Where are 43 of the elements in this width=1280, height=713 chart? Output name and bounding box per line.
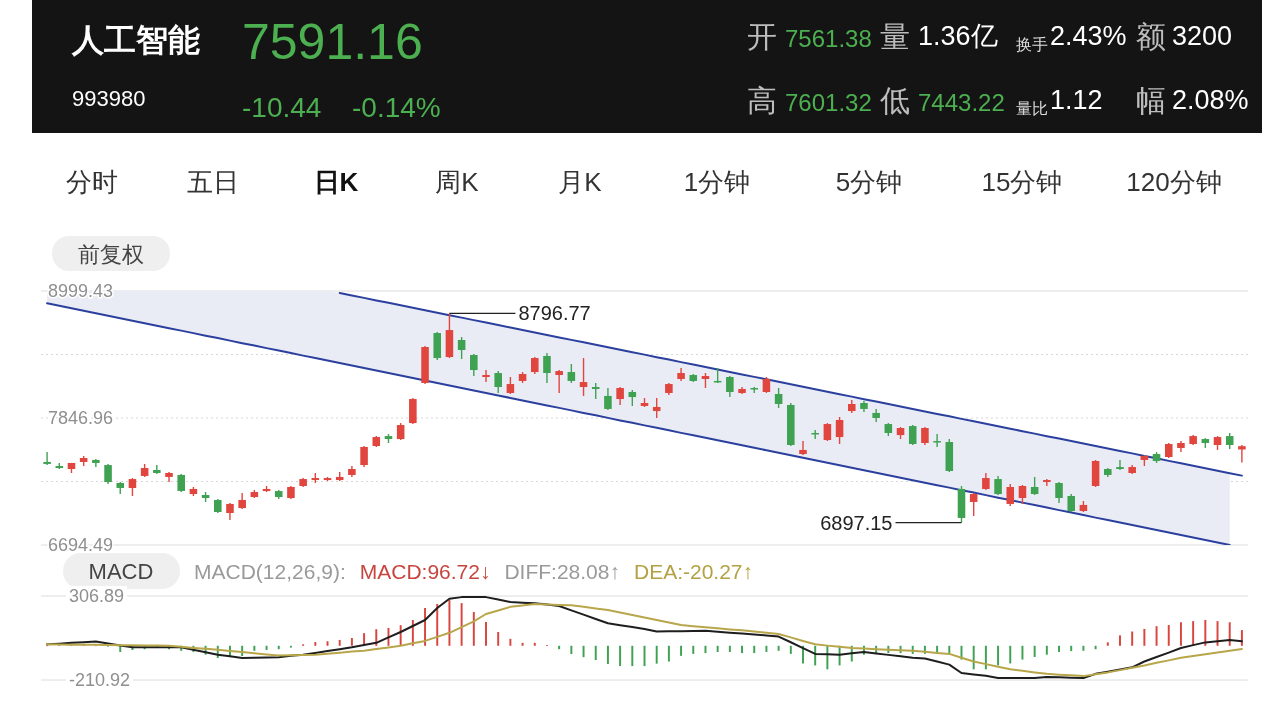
ytick-label: 6694.49 (48, 535, 114, 555)
annotation: 高 (747, 83, 777, 117)
annotation: DIFF:28.08↑ (504, 559, 620, 583)
annotation: 7443.22 (918, 88, 1005, 116)
ytick-label: 7846.96 (48, 408, 114, 428)
annotation: MACD:96.72↓ (359, 559, 491, 583)
annotation: 1.12 (1050, 85, 1103, 115)
annotation: 3200 (1172, 21, 1233, 51)
annotation: 日K (313, 167, 359, 197)
annotation: 分时 (66, 167, 118, 197)
annotation: 低 (880, 83, 910, 117)
title: MACD (88, 558, 154, 584)
annotation: 5分钟 (835, 167, 903, 197)
annotation: MACD(12,26,9): (194, 559, 346, 583)
annotation: 开 (747, 19, 777, 53)
annotation: DEA:-20.27↑ (634, 559, 754, 583)
subtitle: 993980 (72, 85, 146, 111)
annotation: 7591.16 (242, 14, 423, 70)
annotation: 1.36亿 (918, 21, 998, 51)
annotation: 8796.77 (518, 302, 591, 325)
ytick-label: -210.92 (69, 670, 131, 690)
annotation: -10.44 (242, 91, 322, 123)
annotation: 2.08% (1172, 85, 1249, 115)
ytick-label: 306.89 (69, 586, 125, 606)
title: 人工智能 (72, 22, 200, 58)
annotation: 15分钟 (981, 167, 1063, 197)
ytick-label: 8999.43 (48, 281, 114, 301)
annotation: 前复权 (78, 241, 144, 267)
annotation: 120分钟 (1126, 167, 1222, 197)
annotation: 幅 (1136, 83, 1166, 117)
annotation: 7561.38 (785, 24, 872, 52)
annotation: 2.43% (1050, 21, 1127, 51)
annotation: 1分钟 (683, 167, 751, 197)
annotation: 额 (1136, 19, 1166, 53)
annotation: 6897.15 (820, 511, 893, 534)
annotation: 量比 (1016, 99, 1048, 117)
annotation: -0.14% (352, 91, 441, 123)
annotation: 量 (880, 19, 910, 53)
annotation: 7601.32 (785, 88, 872, 116)
annotation: 换手 (1016, 35, 1048, 53)
annotation: 五日 (187, 167, 239, 197)
annotation: 月K (558, 167, 602, 197)
annotation: 周K (435, 167, 479, 197)
